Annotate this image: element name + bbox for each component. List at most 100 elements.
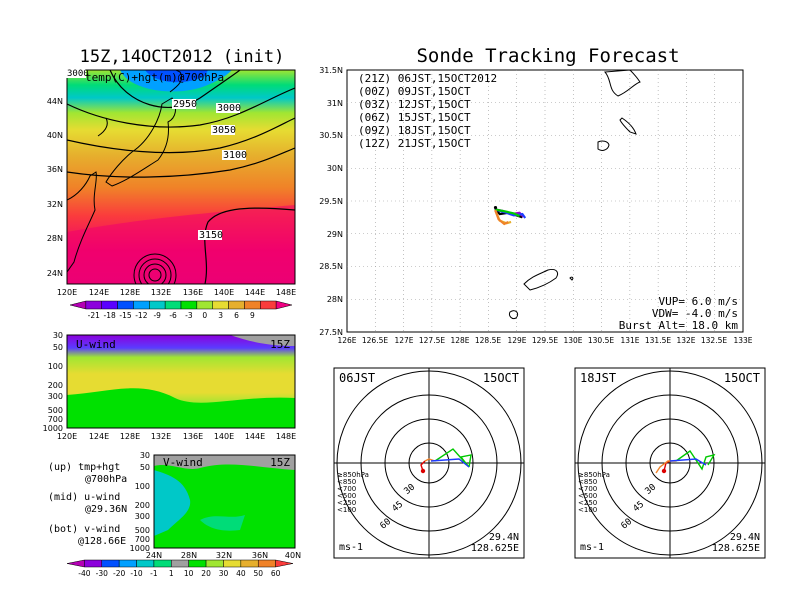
svg-text:140E: 140E [214, 432, 234, 441]
contour-label: 2950 [173, 99, 197, 110]
track-map: (21Z) 06JST,15OCT2012 (00Z) 09JST,15OCT … [319, 66, 753, 345]
svg-text:40N: 40N [47, 131, 63, 140]
colorbar-swatch [244, 300, 261, 310]
svg-text:700: 700 [135, 535, 150, 544]
colorbar-label: 0 [202, 311, 207, 320]
svg-text:200: 200 [135, 501, 150, 510]
svg-text:300: 300 [48, 392, 63, 401]
track-legend-item: (06Z) 15JST,15OCT [358, 111, 471, 124]
hodograph-lon: 128.625E [471, 543, 519, 554]
svg-text:29.5N: 29.5N [319, 197, 343, 206]
colorbar-swatch [180, 300, 198, 310]
svg-text:1000: 1000 [130, 544, 150, 553]
colorbar-label: 9 [250, 311, 255, 320]
colorbar-swatch [228, 300, 245, 310]
colorbar-label: 3 [218, 311, 223, 320]
track-legend-item: (09Z) 18JST,15OCT [358, 124, 471, 137]
svg-text:128E: 128E [120, 432, 140, 441]
colorbar-swatch [153, 559, 172, 568]
hodograph-surface-point [420, 468, 426, 474]
ascent-rate: VUP= 6.0 m/s [659, 295, 738, 308]
svg-text:128E: 128E [450, 336, 469, 345]
colorbar-label: -20 [113, 569, 125, 578]
svg-text:28N: 28N [181, 551, 197, 560]
svg-text:129.5E: 129.5E [532, 336, 558, 345]
svg-text:148E: 148E [276, 288, 296, 297]
hodograph-trace [430, 458, 470, 468]
svg-text:100: 100 [48, 362, 63, 371]
colorbar-swatch [149, 300, 166, 310]
hodograph-18jst: 18JST 15OCTms-129.4N128.625E304560≥850hPa… [574, 367, 766, 559]
svg-text:30N: 30N [327, 164, 343, 173]
contour-label: 3150 [199, 230, 223, 241]
contour-label: 3050 [212, 125, 236, 136]
colorbar-swatch [118, 559, 137, 568]
colorbar-label: -21 [88, 311, 100, 320]
colorbar-label: 6 [234, 311, 239, 320]
sonde-tracks [493, 205, 527, 226]
svg-text:140E: 140E [214, 288, 234, 297]
colorbar-swatch [188, 559, 207, 568]
svg-text:24N: 24N [146, 551, 162, 560]
level-legend-item: ≥850hPa [337, 471, 369, 479]
track-legend-item: (21Z) 06JST,15OCT2012 [358, 72, 497, 85]
hodograph-trace [669, 458, 707, 466]
colorbar-label: 10 [184, 569, 194, 578]
svg-text:124E: 124E [89, 288, 109, 297]
contour-labels: 3000 2950 3000 3050 3100 3150 [66, 68, 247, 241]
svg-text:132E: 132E [151, 288, 171, 297]
svg-text:32N: 32N [216, 551, 232, 560]
level-legend-item: <250 [578, 499, 597, 507]
svg-text:300: 300 [135, 512, 150, 521]
u-wind-time: 15Z [270, 338, 290, 351]
colorbar-label: 50 [253, 569, 263, 578]
svg-text:500: 500 [48, 406, 63, 415]
level-legend-item: <250 [337, 499, 356, 507]
v-wind-time: 15Z [270, 456, 290, 469]
svg-text:1000: 1000 [43, 424, 63, 433]
colorbar-label: -3 [185, 311, 193, 320]
hodograph-date: 15OCT [724, 371, 760, 385]
colorbar-swatch [84, 559, 103, 568]
colorbar-label: -12 [135, 311, 147, 320]
svg-text:131E: 131E [620, 336, 639, 345]
level-legend-item: <700 [337, 485, 356, 493]
svg-text:126.5E: 126.5E [362, 336, 388, 345]
v-wind-label: V-wind [163, 456, 203, 469]
svg-text:144E: 144E [245, 288, 265, 297]
track-legend-item: (03Z) 12JST,15OCT [358, 98, 471, 111]
note-bottom: (bot) v-wind [48, 524, 120, 535]
svg-text:132E: 132E [676, 336, 695, 345]
colorbar-swatch [136, 559, 155, 568]
colorbar-label: -40 [78, 569, 90, 578]
hodograph-unit: ms-1 [580, 542, 604, 553]
map-variable-label: temp(C)+hgt(m)@700hPa [85, 71, 224, 84]
v-wind-y-ticks: 30 50 100 200 300 500 700 1000 [130, 451, 150, 553]
svg-text:127.5E: 127.5E [419, 336, 445, 345]
svg-text:28.5N: 28.5N [319, 262, 343, 271]
track-x-ticks: 126E 126.5E 127E 127.5E 128E 128.5E 129E… [337, 336, 752, 345]
svg-text:126E: 126E [337, 336, 356, 345]
svg-text:148E: 148E [276, 432, 296, 441]
hodograph-lat: 29.4N [489, 532, 519, 543]
svg-text:128E: 128E [120, 288, 140, 297]
map-x-ticks: 120E 124E 128E 132E 136E 140E 144E 148E [57, 288, 296, 297]
note-middle-sub: @29.36N [85, 504, 127, 515]
svg-text:27.5N: 27.5N [319, 328, 343, 337]
colorbar-swatch [101, 300, 118, 310]
colorbar-label: -6 [169, 311, 177, 320]
colorbar-swatch [133, 300, 150, 310]
colorbar-swatch [257, 559, 276, 568]
level-legend-item: <500 [337, 492, 356, 500]
svg-text:128.5E: 128.5E [475, 336, 501, 345]
launch-point [493, 205, 498, 210]
wind-colorbar: -40 -30 -20 -10 -1 1 10 20 30 40 50 60 [66, 559, 294, 578]
svg-text:40N: 40N [285, 551, 301, 560]
u-wind-x-ticks: 120E 124E 128E 132E 136E 140E 144E 148E [57, 432, 296, 441]
contour-label: 3100 [223, 150, 247, 161]
svg-text:132.5E: 132.5E [701, 336, 727, 345]
svg-text:700: 700 [48, 415, 63, 424]
svg-text:24N: 24N [47, 269, 63, 278]
temperature-colorbar: -21 -18 -15 -12 -9 -6 -3 0 3 6 9 [69, 300, 293, 320]
